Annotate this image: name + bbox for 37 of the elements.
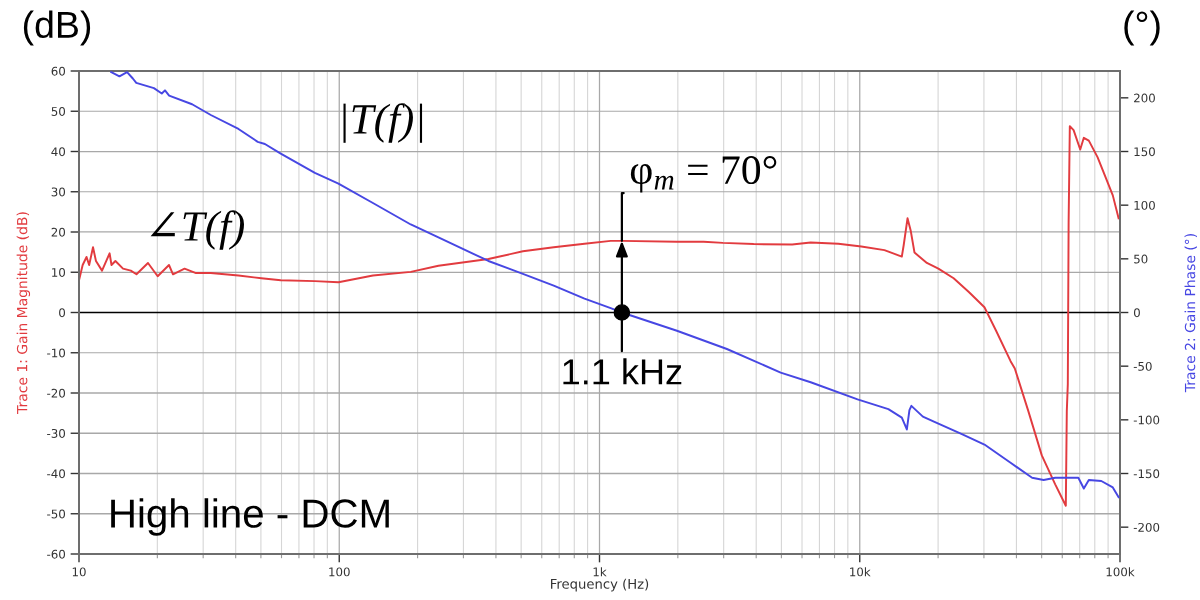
annotation: 1.1 kHz [563,358,682,385]
y-tick-label: 20 [51,227,66,237]
y2-tick-label: 200 [1134,93,1155,103]
x-axis-title: Frequency (Hz) [551,578,649,592]
y2-axis-title: Trace 2: Gain Phase (°) [1184,234,1197,393]
annotation: φ$_{m}$ = 70° [630,156,777,193]
y-tick-label: -30 [47,428,66,438]
y-tick-label: 30 [51,187,66,197]
y-tick-label: 0 [59,308,66,318]
y-tick-label: -10 [47,348,66,358]
y2-tick-label: -50 [1133,361,1152,371]
y-tick-label: -50 [47,509,66,519]
x-tick-label: 1k [593,567,607,577]
annotation: ∠T(f) [150,210,244,250]
text: (°) [1124,10,1160,46]
y-axis-title: Trace 1: Gain Magnitude (dB) [16,212,31,414]
y2-tick-label: 0 [1133,308,1140,318]
y-tick-label: 10 [52,267,66,277]
y2-tick-label: -150 [1133,469,1160,479]
annotation: High line - DCM [111,498,389,536]
x-tick-label: 100 [329,567,350,577]
y-tick-label: -40 [47,469,66,479]
x-tick-label: 10k [850,567,871,577]
y2-tick-label: 100 [1134,200,1155,210]
y-tick-label: -20 [47,388,66,398]
annotation: |T(f)| [343,103,423,143]
y-tick-label: -60 [47,549,66,559]
y-tick-label: 60 [51,66,66,76]
y2-tick-label: 50 [1134,254,1148,264]
y2-tick-label: 150 [1134,147,1155,157]
y2-tick-label: -200 [1133,522,1160,532]
x-tick-label: 100k [1106,567,1135,577]
x-tick-label: 10 [72,567,86,577]
text: (dB) [23,10,91,46]
y-tick-label: 50 [51,106,66,116]
y-tick-label: 40 [51,147,66,157]
y2-tick-label: -100 [1133,415,1160,425]
